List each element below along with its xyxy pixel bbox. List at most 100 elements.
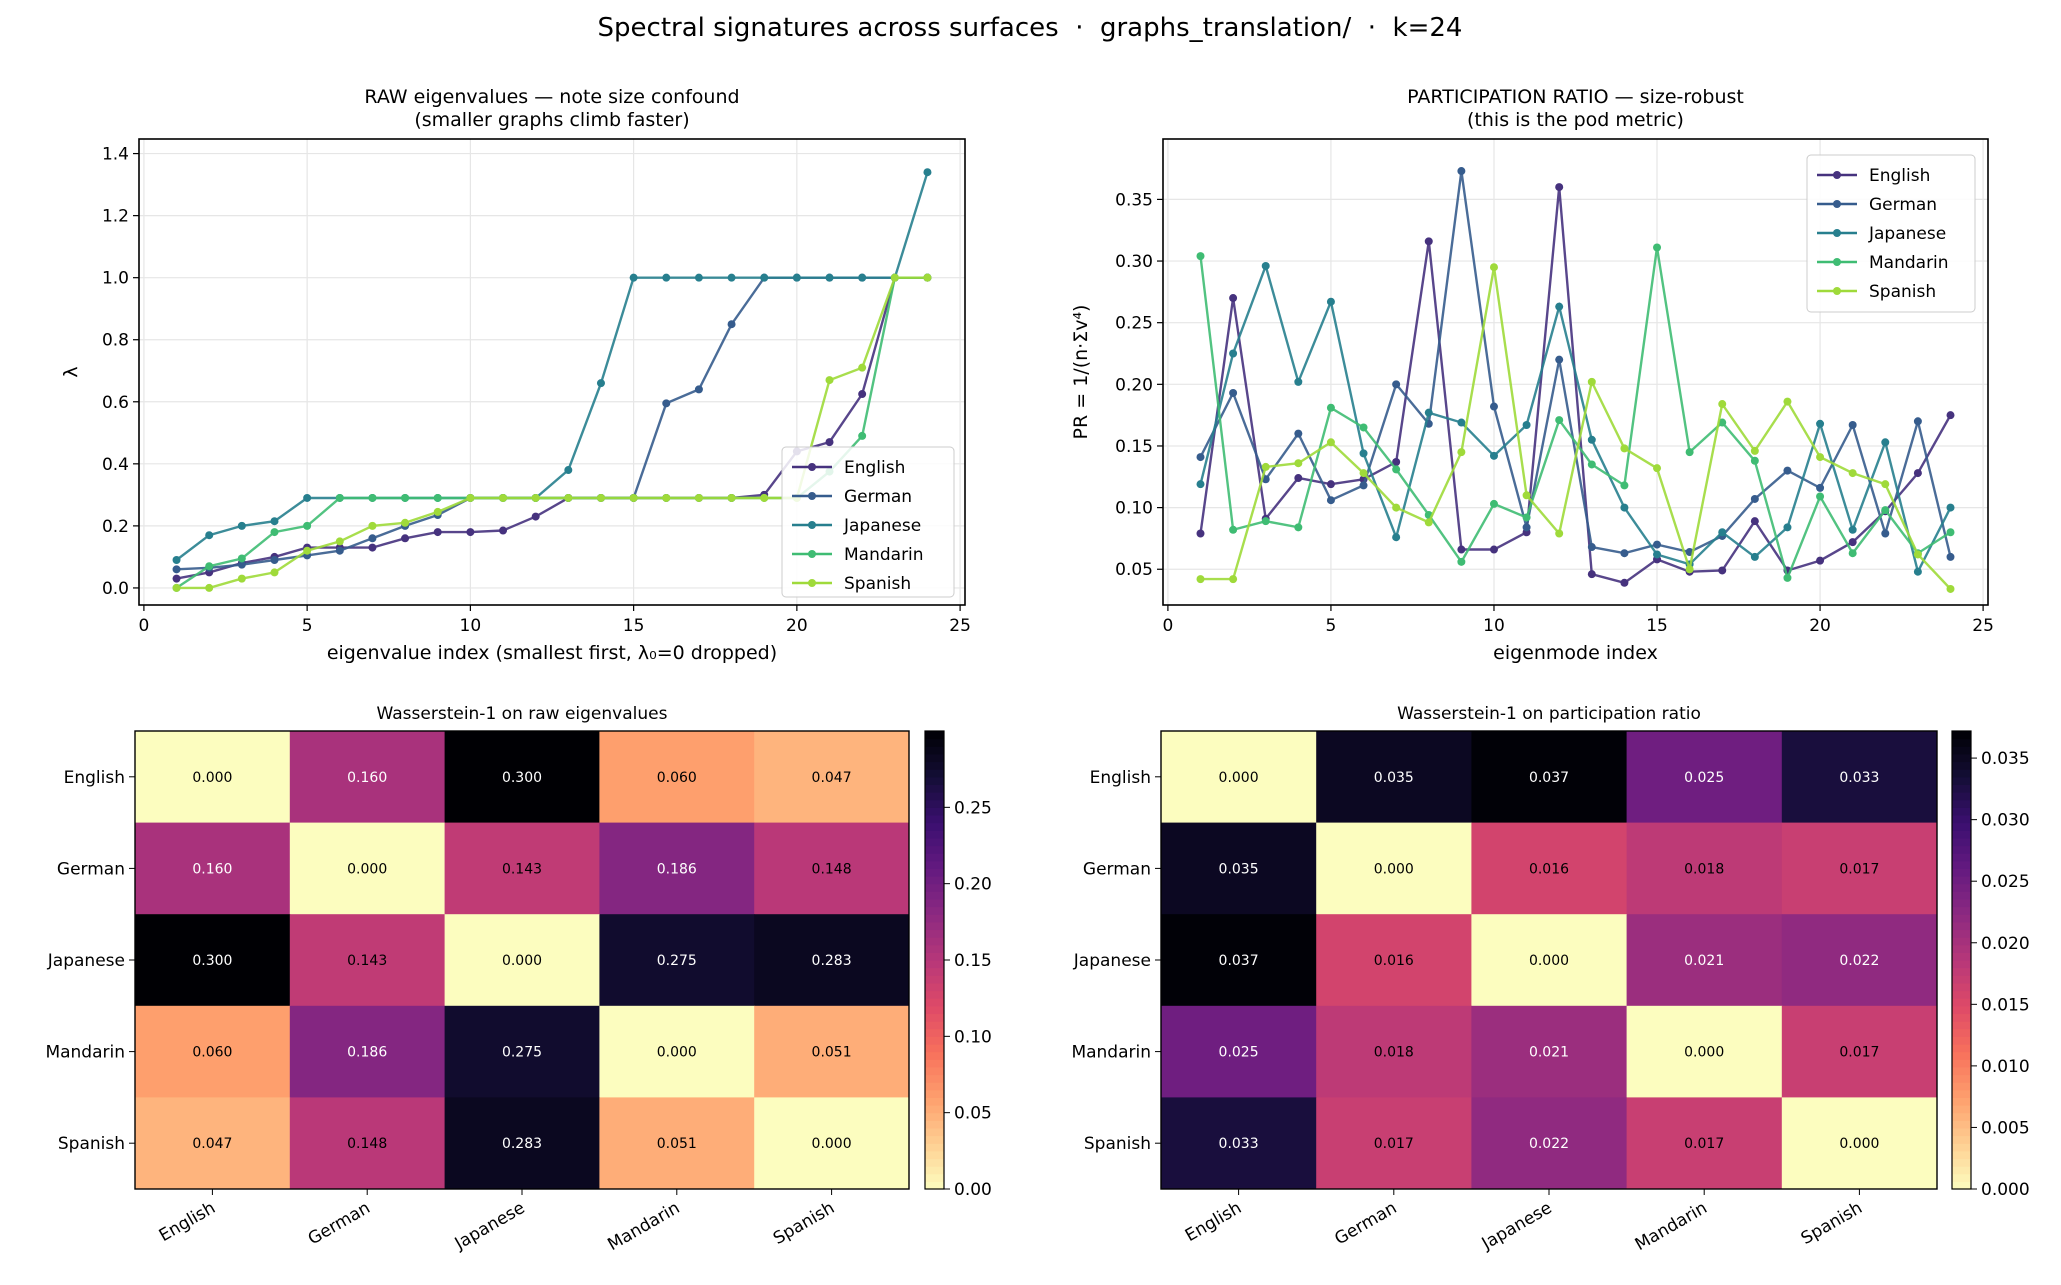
heatmap-cell (599, 822, 755, 915)
heatmap-cell (1316, 731, 1472, 824)
legend-marker-spanish (808, 579, 816, 587)
data-point-spanish (1294, 459, 1303, 468)
y-tick-label: 1.4 (102, 145, 129, 165)
colorbar-segment (925, 860, 944, 869)
colorbar-segment (1952, 753, 1971, 763)
y-tick-label: 0.35 (1115, 190, 1153, 210)
legend-marker-spanish (1833, 287, 1841, 295)
cell-value-label: 0.275 (657, 953, 697, 969)
data-point-english (1587, 570, 1596, 579)
y-tick-label: 0.20 (1115, 375, 1153, 395)
data-point-english (1946, 411, 1955, 420)
heatmap-cell (1471, 1097, 1628, 1190)
cell-value-label: 0.000 (1529, 953, 1569, 969)
data-point-german (1913, 417, 1922, 426)
colorbar-segment (925, 1051, 944, 1060)
data-point-japanese (923, 168, 932, 177)
data-point-japanese (237, 521, 246, 530)
row-label: German (57, 859, 125, 879)
cell-value-label: 0.000 (1374, 861, 1414, 877)
data-point-japanese (1261, 261, 1270, 270)
participation-ratio-title: PARTICIPATION RATIO — size-robust (1407, 86, 1744, 108)
colorbar-segment (925, 1021, 944, 1030)
data-point-english (1489, 545, 1498, 554)
row-label: German (1083, 859, 1151, 879)
data-point-spanish (1261, 462, 1270, 471)
data-point-japanese (1555, 302, 1564, 311)
colorbar-tick-label: 0.15 (954, 951, 992, 971)
cell-value-label: 0.000 (657, 1045, 697, 1061)
cell-value-label: 0.035 (1219, 861, 1259, 877)
heatmap-cell (754, 822, 910, 915)
y-tick-label: 1.0 (102, 269, 129, 289)
data-point-spanish (205, 583, 214, 592)
data-point-mandarin (1946, 528, 1955, 537)
heatmap-cell (135, 1005, 291, 1098)
colorbar-segment (1952, 960, 1971, 969)
row-label: Japanese (47, 951, 125, 971)
data-point-spanish (1913, 550, 1922, 559)
data-point-japanese (596, 379, 605, 388)
colorbar-segment (1952, 1021, 1971, 1030)
colorbar-segment (1952, 1089, 1971, 1098)
raw-eigenvalues-y-axis-label: λ (60, 366, 82, 377)
cell-value-label: 0.021 (1684, 953, 1724, 969)
colorbar-segment (1952, 814, 1971, 824)
colorbar-segment (1952, 860, 1971, 869)
colorbar-segment (1952, 746, 1971, 755)
colorbar-segment (1952, 1120, 1971, 1129)
data-point-spanish (1489, 263, 1498, 272)
colorbar-segment (925, 761, 944, 770)
cell-value-label: 0.047 (192, 1136, 232, 1152)
data-point-mandarin (1685, 448, 1694, 457)
raw-eigenvalues-axes-frame (138, 138, 966, 606)
colorbar-segment (925, 1074, 944, 1083)
cell-value-label: 0.022 (1839, 953, 1879, 969)
colorbar-segment (1952, 799, 1971, 808)
data-point-english (1913, 469, 1922, 478)
data-point-german (1392, 380, 1401, 389)
cell-value-label: 0.051 (657, 1136, 697, 1152)
x-tick-label: 5 (302, 616, 313, 636)
colorbar-segment (1952, 1043, 1971, 1053)
cell-value-label: 0.037 (1219, 953, 1259, 969)
colorbar-tick-label: 0.030 (1981, 811, 2030, 831)
data-point-spanish (760, 493, 769, 502)
colorbar-segment (925, 1150, 944, 1160)
colorbar-segment (1952, 738, 1971, 747)
colorbar-segment (1952, 1059, 1971, 1068)
colorbar-segment (925, 1013, 944, 1022)
colorbar-segment (1952, 914, 1971, 923)
data-point-spanish (629, 493, 638, 502)
row-label: Japanese (1073, 951, 1151, 971)
x-tick-label: 10 (1483, 616, 1505, 636)
cell-value-label: 0.060 (657, 770, 697, 786)
column-label: Spanish (770, 1198, 838, 1249)
colorbar-segment (925, 1059, 944, 1068)
raw-wasserstein-title: Wasserstein-1 on raw eigenvalues (377, 704, 668, 724)
data-point-japanese (792, 273, 801, 282)
colorbar-segment (1952, 1005, 1971, 1015)
series-line-mandarin (1199, 247, 1952, 582)
column-label: Japanese (451, 1198, 529, 1254)
colorbar-segment (925, 960, 944, 969)
colorbar-segment (1952, 921, 1971, 931)
colorbar-segment (1952, 990, 1971, 999)
colorbar-segment (925, 837, 944, 847)
y-tick-label: 0.05 (1115, 560, 1153, 580)
cell-value-label: 0.025 (1219, 1045, 1259, 1061)
heatmap-cell (444, 1097, 600, 1190)
cell-value-label: 0.283 (502, 1136, 542, 1152)
colorbar-segment (925, 967, 944, 976)
data-point-mandarin (401, 493, 410, 502)
data-point-japanese (629, 273, 638, 282)
data-point-english (499, 526, 508, 535)
colorbar-segment (1952, 792, 1971, 801)
colorbar-segment (925, 921, 944, 931)
colorbar-segment (925, 883, 944, 892)
colorbar-segment (1952, 1097, 1971, 1106)
column-label: Mandarin (604, 1198, 683, 1255)
heatmap-cell (754, 731, 910, 824)
data-point-spanish (596, 493, 605, 502)
colorbar-segment (925, 1005, 944, 1015)
